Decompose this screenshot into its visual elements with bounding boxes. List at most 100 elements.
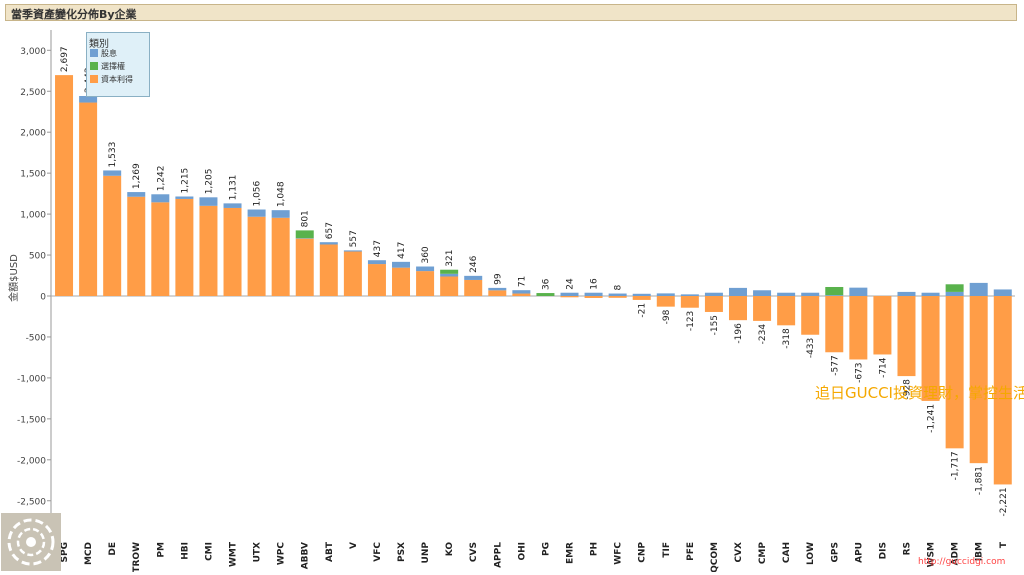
data-label: -714 — [878, 357, 888, 378]
bar-segment — [632, 296, 651, 300]
bar-segment — [608, 293, 627, 296]
bar-segment — [247, 209, 266, 217]
data-label: 1,242 — [156, 166, 166, 192]
data-label: 1,269 — [132, 163, 142, 189]
data-label: 1,205 — [204, 169, 214, 195]
y-tick-label: 0 — [40, 293, 46, 303]
legend-label-capital-gain: 資本利得 — [101, 75, 133, 84]
bar-segment — [873, 296, 892, 355]
x-tick-label: PFE — [686, 542, 696, 561]
bar-segment — [199, 197, 218, 206]
x-tick-label: PM — [156, 542, 166, 558]
bar-segment — [728, 287, 747, 296]
x-tick-label: SPG — [60, 542, 70, 562]
x-tick-label: UTX — [253, 542, 263, 562]
bar-segment — [849, 287, 868, 296]
bar-segment — [343, 251, 362, 296]
bar-segment — [584, 292, 603, 296]
data-label: 1,215 — [180, 168, 190, 194]
data-label: -21 — [638, 303, 648, 318]
x-tick-label: T — [999, 541, 1009, 548]
bar-segment — [151, 202, 170, 296]
bar-segment — [271, 217, 290, 296]
bar-segment — [897, 296, 916, 377]
bar-segment — [416, 266, 435, 272]
bar-segment — [993, 296, 1012, 485]
bar-segment — [993, 289, 1012, 296]
data-label: 24 — [566, 278, 576, 290]
logo-emblem — [1, 513, 61, 571]
x-tick-label: PG — [541, 542, 551, 556]
y-tick-label: 2,500 — [20, 88, 46, 98]
bar-segment — [969, 282, 988, 296]
y-tick-label: -1,000 — [17, 374, 46, 384]
bar-segment — [295, 238, 314, 296]
data-label: 417 — [397, 242, 407, 259]
y-tick-label: 1,500 — [20, 170, 46, 180]
x-tick-label: CMI — [204, 542, 214, 561]
bar-segment — [440, 269, 459, 274]
legend-title: 類別 — [89, 39, 109, 50]
bar-segment — [343, 250, 362, 252]
bar-segment — [656, 293, 675, 296]
bar-segment — [199, 205, 218, 296]
legend: 類別 股息 選擇權 資本利得 — [86, 32, 150, 97]
bar-segment — [440, 276, 459, 296]
data-label: -2,221 — [999, 487, 1009, 516]
x-tick-label: DE — [108, 542, 118, 556]
bar-segment — [319, 244, 338, 296]
bar-segment — [704, 292, 723, 296]
data-label: 36 — [541, 278, 551, 290]
y-tick-label: 1,000 — [20, 211, 46, 221]
legend-item-capital-gain: 資本利得 — [90, 74, 133, 85]
data-label: -577 — [830, 355, 840, 375]
bar-segment — [319, 242, 338, 245]
bar-segment — [777, 292, 796, 296]
bar-segment — [921, 292, 940, 296]
bar-segment — [127, 196, 146, 296]
bar-segment — [849, 296, 868, 360]
data-label: 8 — [614, 285, 624, 291]
bar-segment — [247, 216, 266, 296]
bar-segment — [175, 198, 194, 296]
bar-segment — [945, 296, 964, 449]
x-tick-label: LOW — [806, 542, 816, 565]
chart-title-bar: 當季資產變化分佈By企業 — [5, 4, 1017, 21]
bar-segment — [464, 279, 483, 296]
x-tick-label: GPS — [830, 542, 840, 562]
bar-segment — [584, 296, 603, 298]
bar-segment — [223, 207, 242, 296]
x-tick-label: V — [349, 542, 359, 549]
data-label: 246 — [469, 255, 479, 272]
x-tick-label: ADM — [951, 542, 961, 565]
bar-segment — [825, 286, 844, 296]
data-label: 360 — [421, 246, 431, 263]
x-tick-label: CVX — [734, 542, 744, 563]
watermark-text: 追日GUCCI投資理財，掌控生活 — [815, 384, 1024, 402]
data-label: 16 — [590, 278, 600, 290]
x-tick-label: DIS — [878, 542, 888, 559]
x-tick-label: MCD — [84, 542, 94, 565]
x-tick-label: APU — [854, 542, 864, 563]
logo-swirl-icon — [7, 518, 55, 566]
bar-segment — [801, 292, 820, 296]
data-label: -196 — [734, 323, 744, 344]
x-tick-label: VFC — [373, 542, 383, 562]
bar-segment — [223, 203, 242, 208]
bar-segment — [151, 194, 170, 203]
x-tick-label: CVS — [469, 542, 479, 562]
data-label: -318 — [782, 328, 792, 349]
data-label: 71 — [517, 276, 527, 287]
bar-segment — [416, 271, 435, 296]
x-tick-label: CAH — [782, 542, 792, 563]
bar-segment — [79, 102, 98, 296]
chart-title: 當季資產變化分佈By企業 — [11, 8, 137, 21]
bar-segment — [969, 296, 988, 464]
legend-swatch-dividend — [90, 49, 98, 57]
bar-segment — [103, 175, 122, 296]
data-label: -98 — [662, 309, 672, 324]
y-tick-label: 2,000 — [20, 129, 46, 139]
data-label: -123 — [686, 311, 696, 331]
data-label: 321 — [445, 250, 455, 267]
bar-segment — [632, 293, 651, 296]
